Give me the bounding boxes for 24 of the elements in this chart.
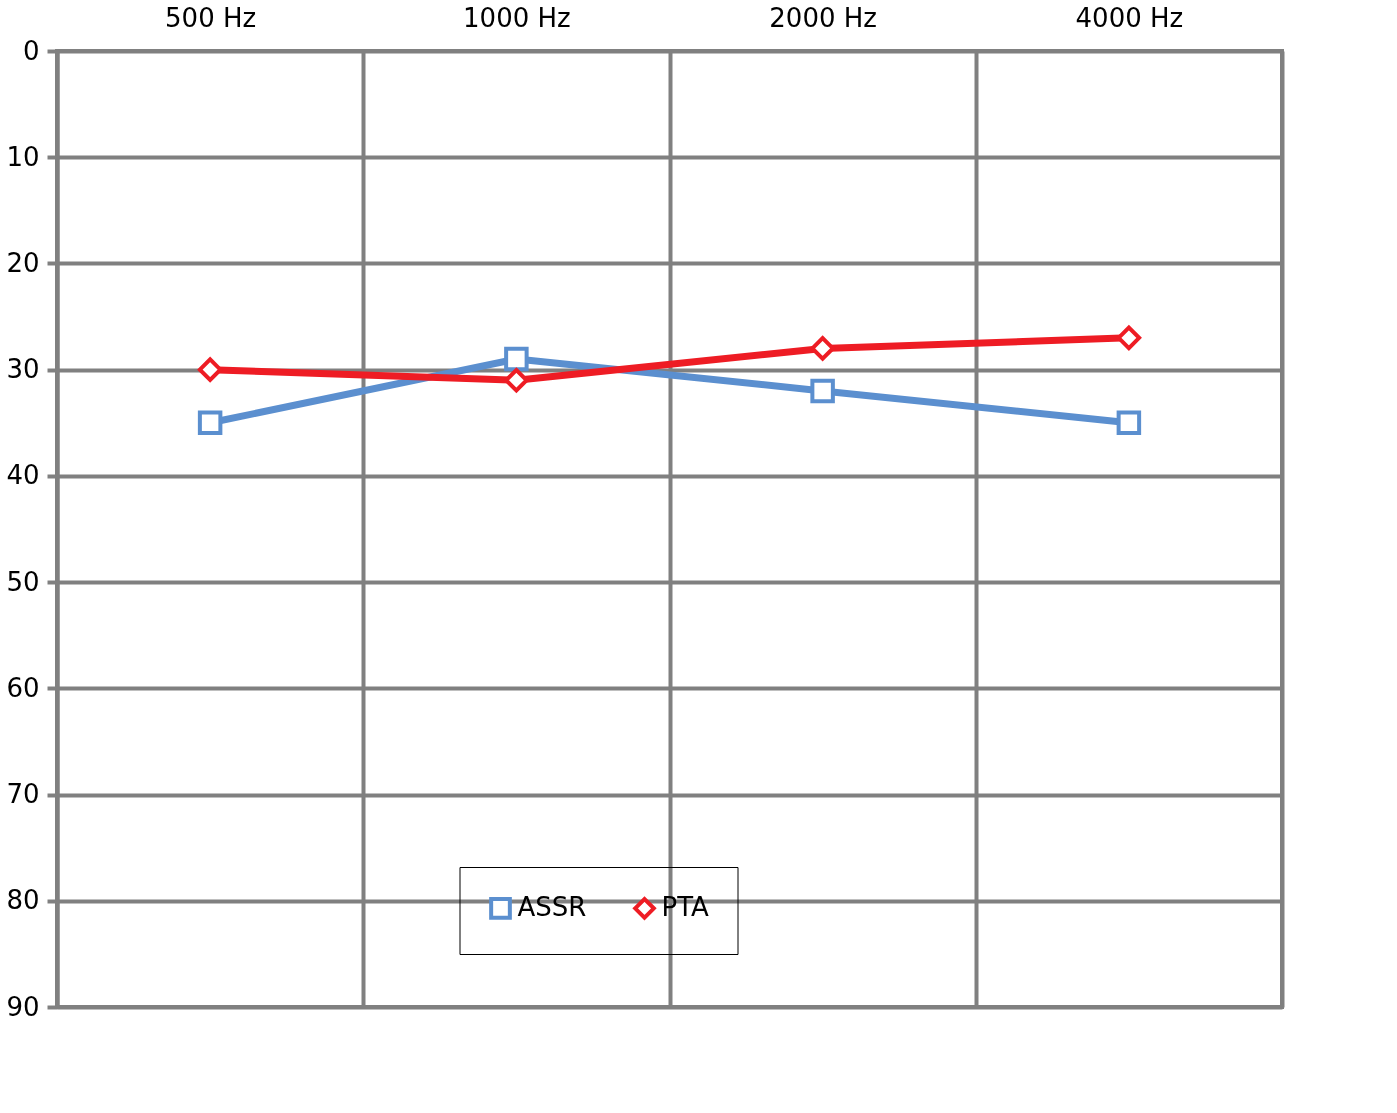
x-tick-label: 2000 Hz (769, 2, 877, 33)
y-tick-label: 80 (6, 885, 40, 916)
legend-label: ASSR (517, 892, 587, 923)
point (810, 336, 835, 361)
y-tick-label: 70 (6, 779, 40, 810)
point (504, 368, 529, 393)
y-tick-label: 90 (6, 991, 40, 1022)
x-tick-label: 4000 Hz (1075, 2, 1184, 33)
y-tick-label: 30 (6, 354, 40, 385)
point (810, 378, 835, 404)
point (197, 410, 223, 436)
y-tick-label: 60 (6, 672, 40, 703)
x-tick-label: 1000 Hz (463, 2, 571, 33)
point (197, 357, 223, 382)
point (504, 346, 529, 372)
y-tick-label: 40 (6, 460, 40, 491)
y-tick-label: 0 (22, 35, 40, 66)
x-tick-label: 500 Hz (165, 2, 257, 33)
y-tick-label: 10 (6, 141, 40, 172)
legend-label: PTA (661, 892, 710, 923)
point (1116, 410, 1142, 436)
y-tick-label: 20 (6, 247, 40, 278)
y-tick-label: 50 (6, 566, 40, 597)
point (1116, 325, 1142, 351)
